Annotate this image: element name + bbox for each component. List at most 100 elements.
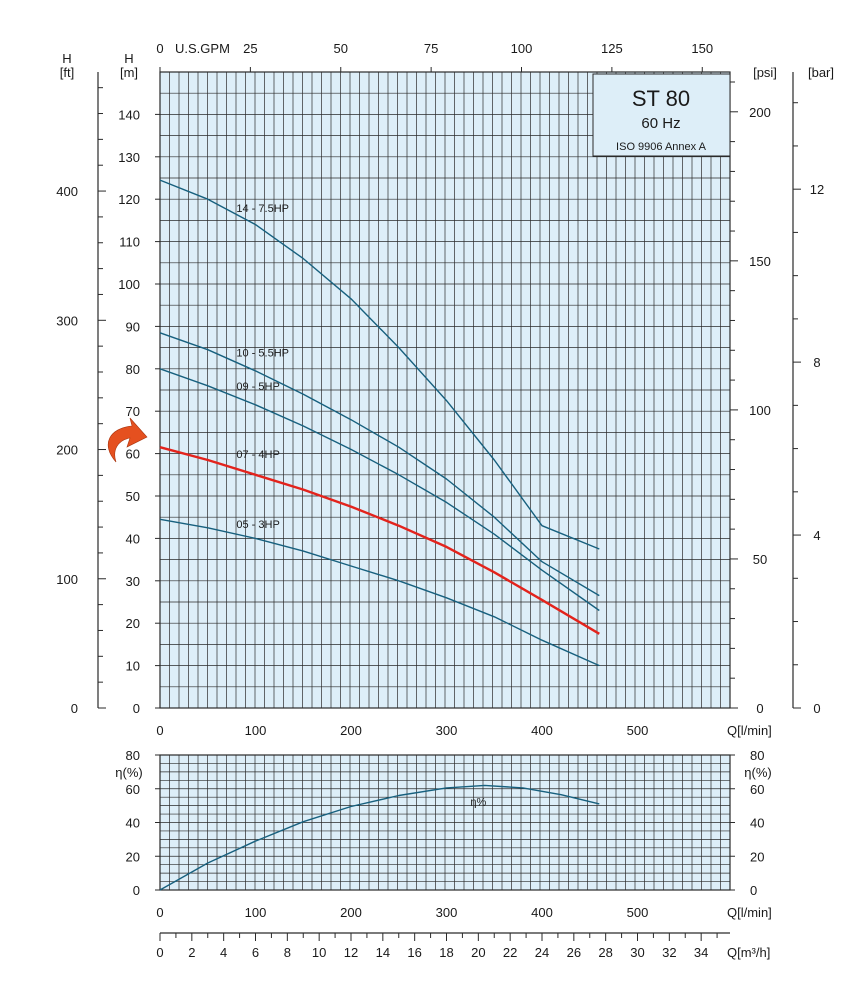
- h-m-tick-label: 140: [118, 107, 140, 122]
- m3h-tick-label: 8: [284, 945, 291, 960]
- psi-tick-label: 150: [749, 254, 771, 269]
- eff-left-tick-label: 40: [126, 816, 140, 831]
- ft-tick-label: 0: [71, 701, 78, 716]
- h-m-tick-label: 100: [118, 277, 140, 292]
- ft-tick-label: 400: [56, 184, 78, 199]
- bar-label: [bar]: [808, 65, 834, 80]
- eff-left-tick-label: 60: [126, 782, 140, 797]
- h-ft-label-2: [ft]: [60, 65, 74, 80]
- m3h-tick-label: 2: [188, 945, 195, 960]
- q-eff-tick-label: 100: [245, 905, 267, 920]
- h-m-tick-label: 60: [126, 447, 140, 462]
- head-curve-14-7-5hp: [159, 179, 600, 550]
- q-head-tick-label: 0: [156, 723, 163, 738]
- h-m-tick-label: 40: [126, 531, 140, 546]
- q-lmin-label-head: Q[l/min]: [727, 723, 772, 738]
- h-m-tick-label: 90: [126, 319, 140, 334]
- gpm-tick-label: 75: [424, 41, 438, 56]
- head-curve-09-5hp: [159, 368, 600, 612]
- chart-frequency: 60 Hz: [641, 115, 680, 132]
- gpm-tick-label: 25: [243, 41, 257, 56]
- eff-right-tick-label: 60: [750, 782, 764, 797]
- m3h-tick-label: 30: [630, 945, 644, 960]
- bar-tick-label: 4: [813, 528, 820, 543]
- m3h-tick-label: 6: [252, 945, 259, 960]
- eff-right-tick-label: 0: [750, 883, 757, 898]
- head-curve-10-5-5hp: [159, 332, 600, 597]
- q-head-tick-label: 400: [531, 723, 553, 738]
- curve-label: 07 - 4HP: [236, 449, 279, 461]
- q-eff-tick-label: 300: [436, 905, 458, 920]
- psi-tick-label: 50: [753, 552, 767, 567]
- q-eff-tick-label: 400: [531, 905, 553, 920]
- q-head-tick-label: 300: [436, 723, 458, 738]
- ft-tick-label: 300: [56, 313, 78, 328]
- ft-tick-label: 200: [56, 443, 78, 458]
- eff-curve: [159, 784, 600, 891]
- h-m-tick-label: 20: [126, 616, 140, 631]
- psi-tick-label: 100: [749, 403, 771, 418]
- eff-curve-label: η%: [470, 797, 486, 809]
- ft-tick-label: 100: [56, 572, 78, 587]
- head-curve-07-4hp: [159, 446, 600, 635]
- h-m-tick-label: 130: [118, 150, 140, 165]
- gpm-tick-label: 50: [334, 41, 348, 56]
- h-m-label-1: H: [124, 51, 133, 66]
- q-lmin-label-eff: Q[l/min]: [727, 905, 772, 920]
- m3h-tick-label: 14: [376, 945, 390, 960]
- eta-label-left: η(%): [115, 765, 142, 780]
- title-box: ST 80 60 Hz ISO 9906 Annex A: [592, 73, 731, 157]
- m3h-tick-label: 34: [694, 945, 708, 960]
- gpm-tick-label: 125: [601, 41, 623, 56]
- m3h-tick-label: 12: [344, 945, 358, 960]
- m3h-tick-label: 16: [407, 945, 421, 960]
- m3h-tick-label: 0: [156, 945, 163, 960]
- q-head-tick-label: 100: [245, 723, 267, 738]
- eff-left-tick-label: 20: [126, 849, 140, 864]
- h-m-tick-label: 120: [118, 192, 140, 207]
- gpm-tick-label: 0: [156, 41, 163, 56]
- head-curve-05-3hp: [159, 518, 600, 667]
- m3h-tick-label: 24: [535, 945, 549, 960]
- m3h-tick-label: 26: [567, 945, 581, 960]
- gpm-label: U.S.GPM: [175, 41, 230, 56]
- highlight-arrow-icon: [107, 417, 148, 463]
- eff-right-tick-label: 40: [750, 816, 764, 831]
- m3h-tick-label: 20: [471, 945, 485, 960]
- psi-tick-label: 0: [756, 701, 763, 716]
- m3h-tick-label: 22: [503, 945, 517, 960]
- h-m-tick-label: 80: [126, 362, 140, 377]
- eff-left-tick-label: 80: [126, 748, 140, 763]
- bar-tick-label: 8: [813, 355, 820, 370]
- q-m3h-label: Q[m³/h]: [727, 945, 770, 960]
- m3h-tick-label: 32: [662, 945, 676, 960]
- gpm-tick-label: 150: [691, 41, 713, 56]
- gpm-tick-label: 100: [511, 41, 533, 56]
- eff-right-tick-label: 80: [750, 748, 764, 763]
- psi-tick-label: 200: [749, 105, 771, 120]
- eta-label-right: η(%): [744, 765, 771, 780]
- q-eff-tick-label: 0: [156, 905, 163, 920]
- chart-title: ST 80: [632, 86, 690, 111]
- curve-label: 09 - 5HP: [236, 381, 279, 393]
- curve-label: 05 - 3HP: [236, 519, 279, 531]
- m3h-tick-label: 4: [220, 945, 227, 960]
- h-m-tick-label: 50: [126, 489, 140, 504]
- q-eff-tick-label: 200: [340, 905, 362, 920]
- bar-tick-label: 12: [810, 182, 824, 197]
- q-head-tick-label: 500: [627, 723, 649, 738]
- q-head-tick-label: 200: [340, 723, 362, 738]
- h-m-tick-label: 10: [126, 659, 140, 674]
- bar-tick-label: 0: [813, 701, 820, 716]
- m3h-tick-label: 18: [439, 945, 453, 960]
- psi-label: [psi]: [753, 65, 777, 80]
- chart-standard: ISO 9906 Annex A: [616, 141, 707, 153]
- m3h-tick-label: 28: [598, 945, 612, 960]
- eff-right-tick-label: 20: [750, 849, 764, 864]
- q-eff-tick-label: 500: [627, 905, 649, 920]
- h-m-tick-label: 0: [133, 701, 140, 716]
- h-ft-label-1: H: [62, 51, 71, 66]
- eff-left-tick-label: 0: [133, 883, 140, 898]
